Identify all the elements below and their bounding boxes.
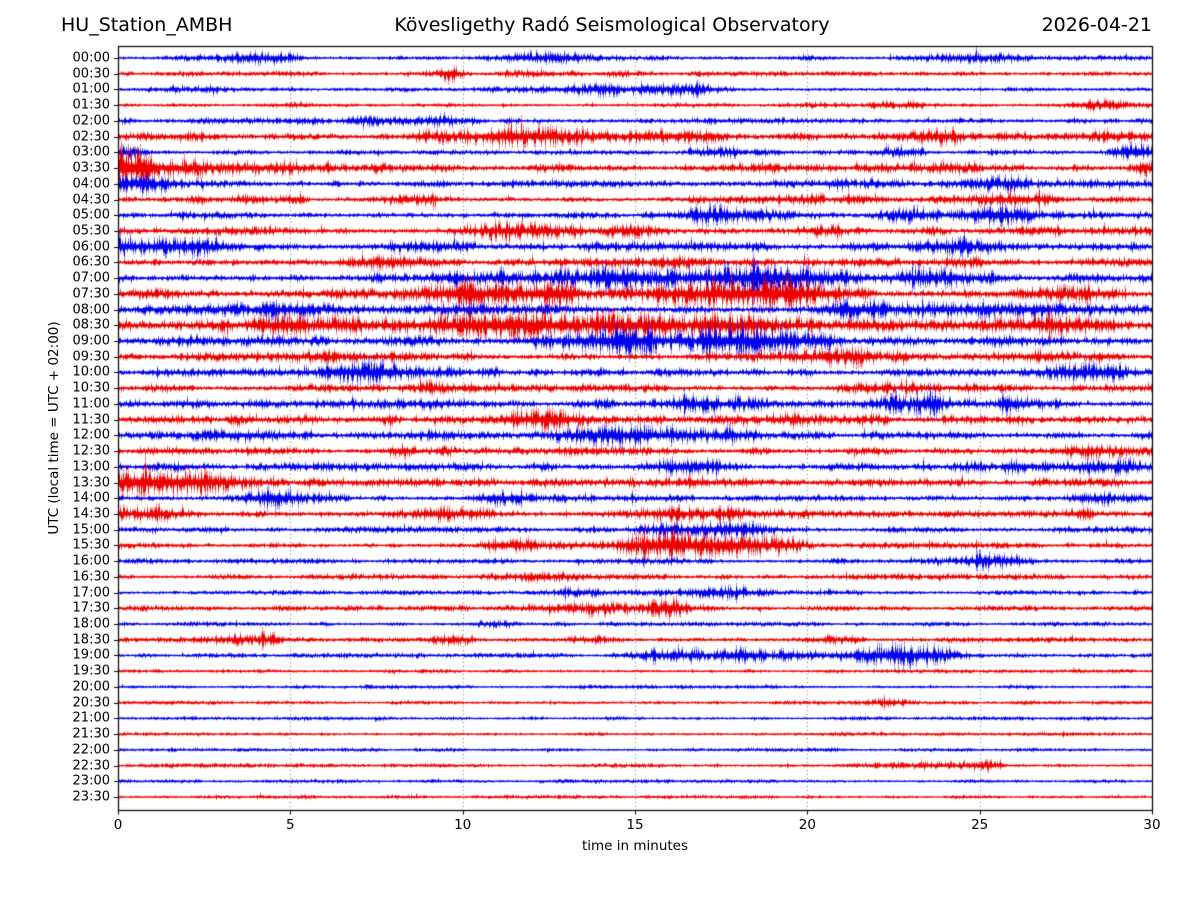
x-tick-label: 30: [1143, 817, 1161, 833]
x-tick-label: 15: [626, 817, 644, 833]
y-tick-label: 22:00: [72, 742, 110, 758]
y-tick-label: 15:00: [72, 522, 110, 538]
y-tick-label: 12:00: [72, 427, 110, 443]
y-tick-label: 06:00: [72, 239, 110, 255]
x-tick-label: 10: [454, 817, 472, 833]
x-axis-label: time in minutes: [581, 838, 689, 854]
y-tick-label: 17:30: [72, 600, 110, 616]
y-tick-label: 08:30: [72, 317, 110, 333]
y-tick-label: 21:00: [72, 710, 110, 726]
y-tick-label: 21:30: [72, 726, 110, 742]
y-tick-label: 08:00: [72, 302, 110, 318]
y-tick-label: 12:30: [72, 443, 110, 459]
x-tick-label: 25: [971, 817, 989, 833]
date-title: 2026-04-21: [1041, 14, 1152, 36]
y-tick-label: 10:00: [72, 364, 110, 380]
y-tick-label: 00:00: [72, 50, 110, 66]
y-tick-label: 09:30: [72, 349, 110, 365]
y-axis-label: UTC (local time = UTC + 02:00): [46, 321, 62, 535]
y-tick-label: 13:00: [72, 459, 110, 475]
y-tick-label: 05:30: [72, 223, 110, 239]
x-tick-label: 0: [113, 817, 123, 833]
y-tick-label: 20:30: [72, 695, 110, 711]
y-tick-label: 03:30: [72, 160, 110, 176]
station-title: HU_Station_AMBH: [61, 14, 233, 36]
y-tick-label: 01:30: [72, 97, 110, 113]
y-tick-label: 02:30: [72, 129, 110, 145]
y-tick-label: 11:00: [72, 396, 110, 412]
y-tick-label: 18:00: [72, 616, 110, 632]
x-tick-label: 20: [798, 817, 816, 833]
y-tick-label: 07:30: [72, 286, 110, 302]
y-tick-label: 20:00: [72, 679, 110, 695]
y-tick-label: 13:30: [72, 475, 110, 491]
y-tick-label: 17:00: [72, 585, 110, 601]
y-tick-label: 16:30: [72, 569, 110, 585]
y-tick-label: 23:30: [72, 789, 110, 805]
y-tick-label: 09:00: [72, 333, 110, 349]
y-tick-label: 03:00: [72, 144, 110, 160]
y-tick-label: 14:00: [72, 490, 110, 506]
y-tick-label: 04:30: [72, 192, 110, 207]
y-tick-label: 01:00: [72, 81, 110, 97]
y-tick-label: 04:00: [72, 176, 110, 192]
y-tick-label: 19:00: [72, 647, 110, 663]
y-tick-label: 05:00: [72, 207, 110, 223]
y-tick-label: 07:00: [72, 270, 110, 286]
y-tick-label: 14:30: [72, 506, 110, 522]
y-tick-label: 15:30: [72, 537, 110, 553]
y-tick-label: 00:30: [72, 66, 110, 82]
y-tick-label: 10:30: [72, 380, 110, 396]
y-tick-label: 19:30: [72, 663, 110, 679]
y-tick-label: 23:00: [72, 773, 110, 789]
x-tick-label: 5: [286, 817, 295, 833]
y-tick-label: 16:00: [72, 553, 110, 569]
y-tick-label: 11:30: [72, 412, 110, 428]
observatory-title: Kövesligethy Radó Seismological Observat…: [394, 14, 830, 36]
y-tick-label: 06:30: [72, 254, 110, 270]
y-tick-label: 22:30: [72, 758, 110, 774]
y-tick-label: 18:30: [72, 632, 110, 648]
y-tick-label: 02:00: [72, 113, 110, 129]
